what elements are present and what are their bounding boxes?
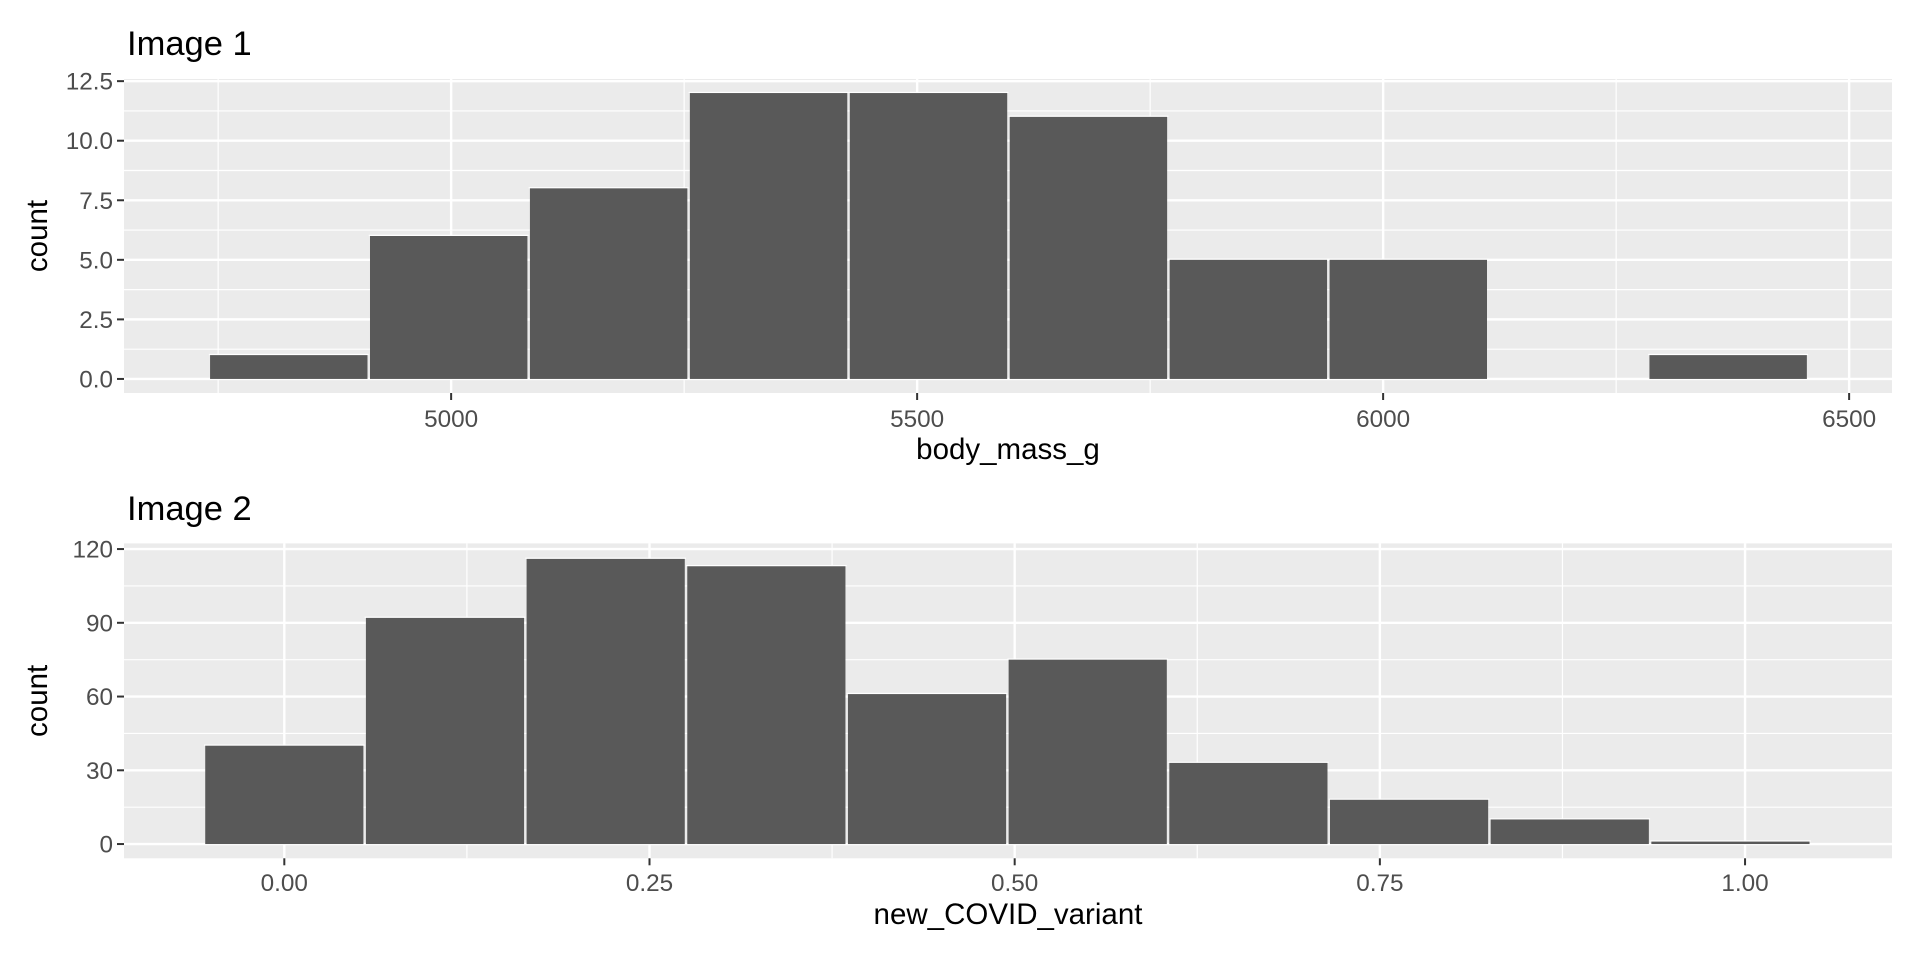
y-tick-label: 12.5 [66,69,113,96]
y-tick-label: 7.5 [79,188,113,215]
histogram-bar [210,355,368,379]
chart-2: 0.00 0.25 0.50 0.75 1.00 0 30 60 90 120 Image 2 new… [21,490,1892,931]
y-tick-label: 10.0 [66,128,113,155]
y-axis-title: count [21,665,54,737]
x-tick-label: 0.75 [1356,870,1403,897]
histogram-bar [689,93,848,379]
histogram-bar [1329,259,1488,379]
histogram-bar [1169,762,1328,845]
histogram-bar [1009,116,1168,379]
x-tick-label: 0.00 [261,870,308,897]
x-tick-label: 5500 [890,406,944,433]
histogram-bar [687,566,846,845]
y-axis-title: count [21,200,54,272]
histogram-bar [1329,799,1489,845]
histogram-bar [1008,659,1167,845]
x-tick-label: 0.25 [626,870,673,897]
histogram-bar [529,188,688,379]
y-tick-label: 120 [72,537,113,564]
y-tick-label: 0 [99,832,113,859]
histogram-bar [1169,259,1328,379]
y-tick-label: 2.5 [79,307,113,334]
x-tick-label: 6000 [1356,406,1410,433]
histogram-bar [526,558,685,845]
histogram-bar [1649,355,1807,379]
x-tick-label: 0.50 [991,870,1038,897]
x-tick-label: 1.00 [1721,870,1768,897]
y-tick-label: 90 [86,610,113,637]
y-tick-label: 30 [86,758,113,785]
plot-title: Image 2 [127,490,252,528]
chart-1: 5000 5500 6000 6500 0.0 2.5 5.0 7.5 10.0 12.5 Imag… [21,25,1892,466]
x-tick-label: 6500 [1822,406,1876,433]
histogram-bar [369,236,528,379]
histogram-bar [365,617,525,845]
x-axis-title: new_COVID_variant [874,898,1143,931]
plot-title: Image 1 [127,25,252,63]
histogram-bar [1651,841,1810,845]
y-tick-label: 5.0 [79,247,113,274]
histogram-bar [1490,819,1649,845]
x-axis-title: body_mass_g [916,433,1100,466]
histogram-bar [205,745,364,845]
x-tick-label: 5000 [424,406,478,433]
histogram-bar [847,694,1007,845]
y-tick-label: 0.0 [79,366,113,393]
histogram-bar [849,93,1008,379]
y-tick-label: 60 [86,684,113,711]
